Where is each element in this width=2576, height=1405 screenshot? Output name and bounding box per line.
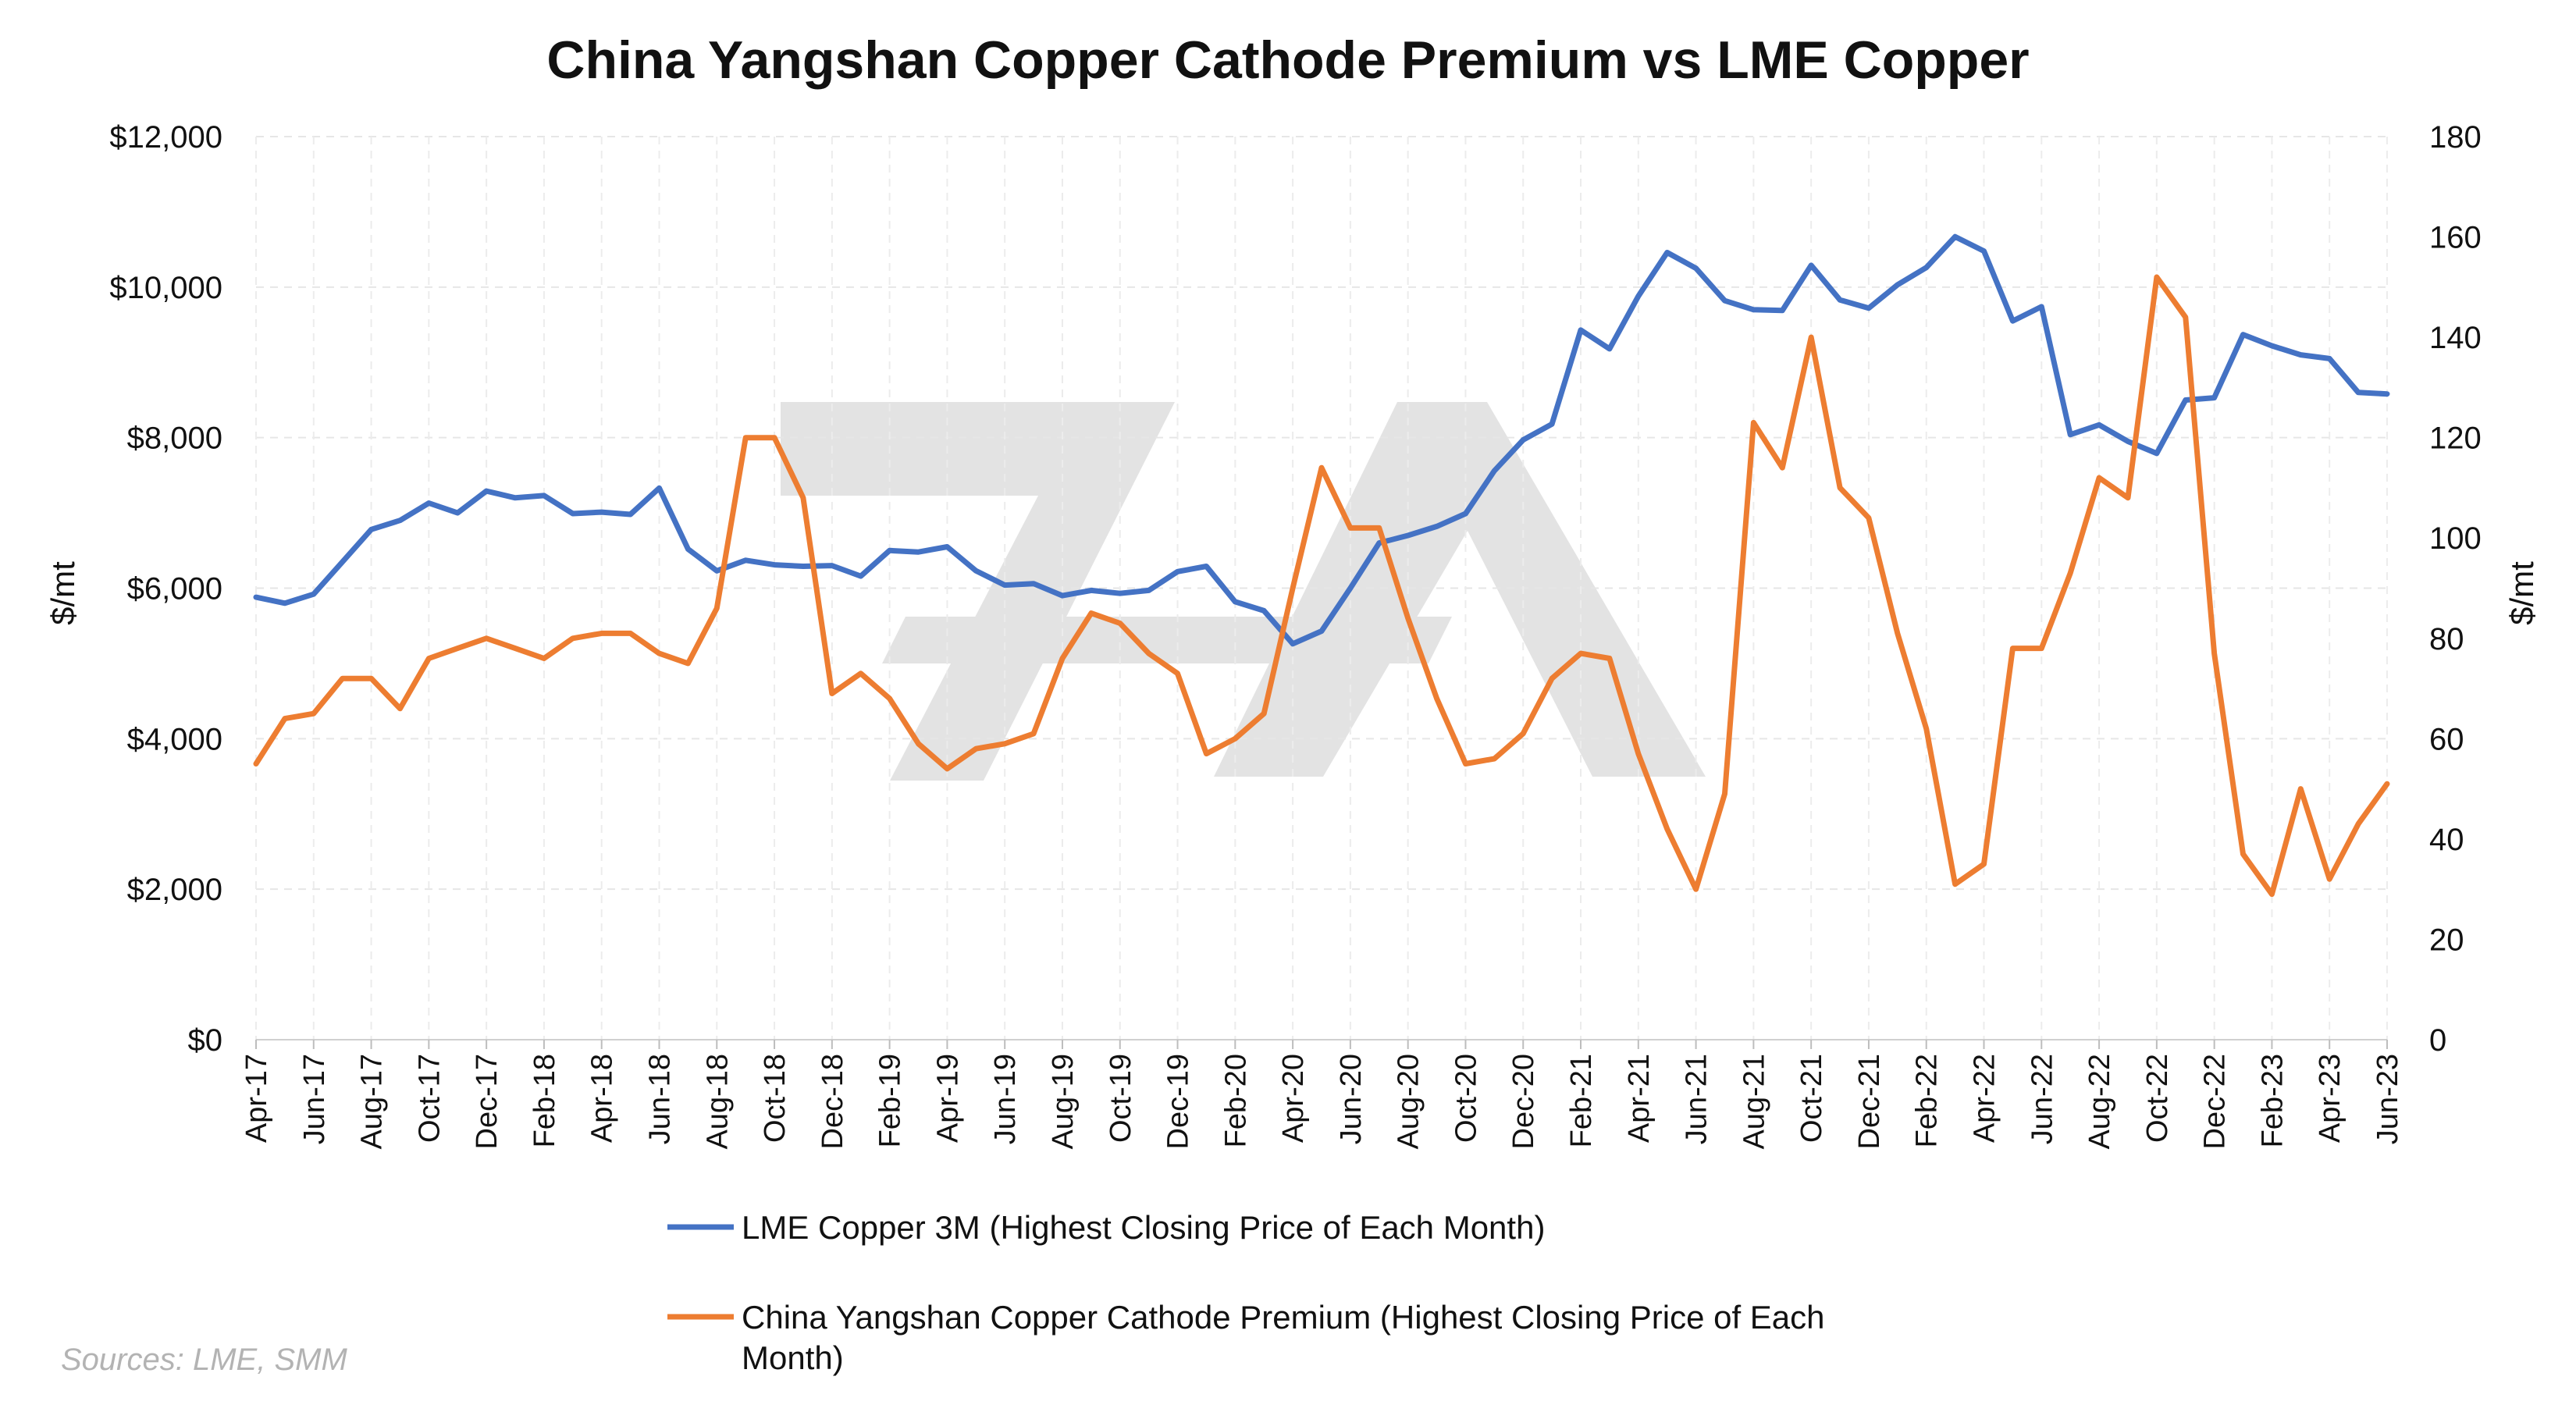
- left-axis-label: $/mt: [44, 561, 81, 625]
- left-axis: $0 $2,000 $4,000 $6,000 $8,000 $10,000 $12,000: [109, 120, 222, 1058]
- x-tick-label: Apr-21: [1623, 1054, 1656, 1143]
- x-tick-label: Jun-20: [1335, 1054, 1368, 1144]
- left-tick-label: $2,000: [127, 873, 222, 907]
- x-tick-label: Oct-17: [413, 1054, 446, 1143]
- x-tick-label: Apr-18: [586, 1054, 619, 1143]
- x-tick-label: Jun-21: [1681, 1054, 1713, 1144]
- x-tick-label: Dec-20: [1507, 1054, 1540, 1150]
- x-tick-label: Aug-17: [356, 1054, 389, 1150]
- legend: LME Copper 3M (Highest Closing Price of …: [667, 1209, 1834, 1376]
- left-tick-label: $6,000: [127, 572, 222, 606]
- legend-label-premium-line1: China Yangshan Copper Cathode Premium (H…: [742, 1299, 1825, 1336]
- x-tick-label: Oct-20: [1450, 1054, 1482, 1143]
- legend-label-premium: China Yangshan Copper Cathode Premium (H…: [742, 1299, 1834, 1376]
- left-tick-label: $4,000: [127, 722, 222, 756]
- right-tick-label: 0: [2429, 1023, 2446, 1058]
- x-tick-label: Dec-18: [817, 1054, 849, 1150]
- x-tick-label: Dec-22: [2199, 1054, 2232, 1150]
- right-tick-label: 140: [2429, 321, 2482, 355]
- x-tick-label: Feb-22: [1911, 1054, 1944, 1147]
- x-tick-label: Aug-19: [1047, 1054, 1080, 1150]
- left-tick-label: $0: [188, 1023, 223, 1058]
- x-tick-label: Apr-23: [2314, 1054, 2347, 1143]
- right-tick-label: 80: [2429, 622, 2464, 656]
- watermark-logo: [781, 402, 1706, 781]
- x-tick-label: Oct-22: [2141, 1054, 2174, 1143]
- x-tick-label: Apr-22: [1969, 1054, 2001, 1143]
- x-tick-label: Aug-22: [2083, 1054, 2116, 1150]
- legend-label-lme: LME Copper 3M (Highest Closing Price of …: [742, 1209, 1545, 1246]
- x-tick-label: Feb-19: [874, 1054, 907, 1147]
- right-axis-label: $/mt: [2503, 561, 2540, 625]
- series-line-yangshan-premium: [253, 274, 2390, 898]
- right-tick-label: 40: [2429, 823, 2464, 857]
- series-line-lme-copper: [253, 233, 2390, 647]
- x-tick-label: Apr-20: [1277, 1054, 1310, 1143]
- x-tick-label: Aug-20: [1393, 1054, 1425, 1150]
- x-axis: Apr-17 Jun-17 Aug-17 Oct-17 Dec-17 Feb-18 Apr-…: [240, 1039, 2404, 1150]
- x-tick-label: Jun-22: [2026, 1054, 2058, 1144]
- x-tick-label: Apr-17: [240, 1054, 273, 1143]
- right-axis: 0 20 40 60 80 100 120 140 160 180: [2429, 120, 2482, 1058]
- x-tick-label: Oct-18: [759, 1054, 792, 1143]
- x-tick-label: Apr-19: [931, 1054, 964, 1143]
- x-tick-label: Jun-23: [2371, 1054, 2404, 1144]
- x-tick-label: Jun-18: [643, 1054, 676, 1144]
- x-tick-label: Feb-20: [1219, 1054, 1252, 1147]
- left-tick-label: $10,000: [109, 271, 222, 305]
- x-tick-label: Dec-19: [1162, 1054, 1195, 1150]
- right-tick-label: 20: [2429, 923, 2464, 957]
- x-tick-label: Oct-19: [1105, 1054, 1137, 1143]
- source-note: Sources: LME, SMM: [61, 1343, 347, 1377]
- x-tick-label: Feb-18: [528, 1054, 561, 1147]
- right-tick-label: 100: [2429, 521, 2482, 556]
- right-tick-label: 120: [2429, 422, 2482, 456]
- right-tick-label: 160: [2429, 221, 2482, 255]
- x-tick-label: Dec-21: [1853, 1054, 1886, 1150]
- right-tick-label: 60: [2429, 722, 2464, 756]
- right-tick-label: 180: [2429, 120, 2482, 155]
- chart-title: China Yangshan Copper Cathode Premium vs…: [546, 30, 2029, 90]
- left-tick-label: $12,000: [109, 120, 222, 155]
- x-tick-label: Aug-21: [1738, 1054, 1770, 1150]
- x-tick-label: Aug-18: [701, 1054, 734, 1150]
- legend-label-premium-line2: Month): [742, 1339, 844, 1376]
- x-tick-label: Oct-21: [1795, 1054, 1828, 1143]
- x-tick-label: Jun-19: [989, 1054, 1022, 1144]
- x-tick-label: Feb-21: [1565, 1054, 1598, 1147]
- x-tick-label: Dec-17: [471, 1054, 503, 1150]
- x-tick-label: Feb-23: [2256, 1054, 2289, 1147]
- left-tick-label: $8,000: [127, 422, 222, 456]
- x-tick-label: Jun-17: [298, 1054, 331, 1144]
